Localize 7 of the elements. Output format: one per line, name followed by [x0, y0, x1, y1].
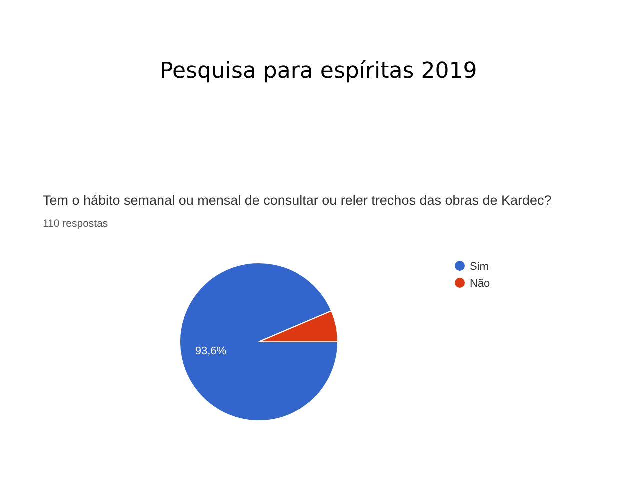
- data-label: 93,6%: [195, 346, 227, 358]
- text: 110 respostas: [43, 218, 108, 230]
- legend-label: Sim: [470, 261, 489, 273]
- chart-title: Pesquisa para espíritas 2019: [160, 59, 478, 84]
- chart-subtitle: Tem o hábito semanal ou mensal de consultar ou reler trechos das obras de Kardec?: [43, 193, 552, 208]
- legend-label: Não: [470, 278, 490, 290]
- pie-slice: [180, 262, 338, 422]
